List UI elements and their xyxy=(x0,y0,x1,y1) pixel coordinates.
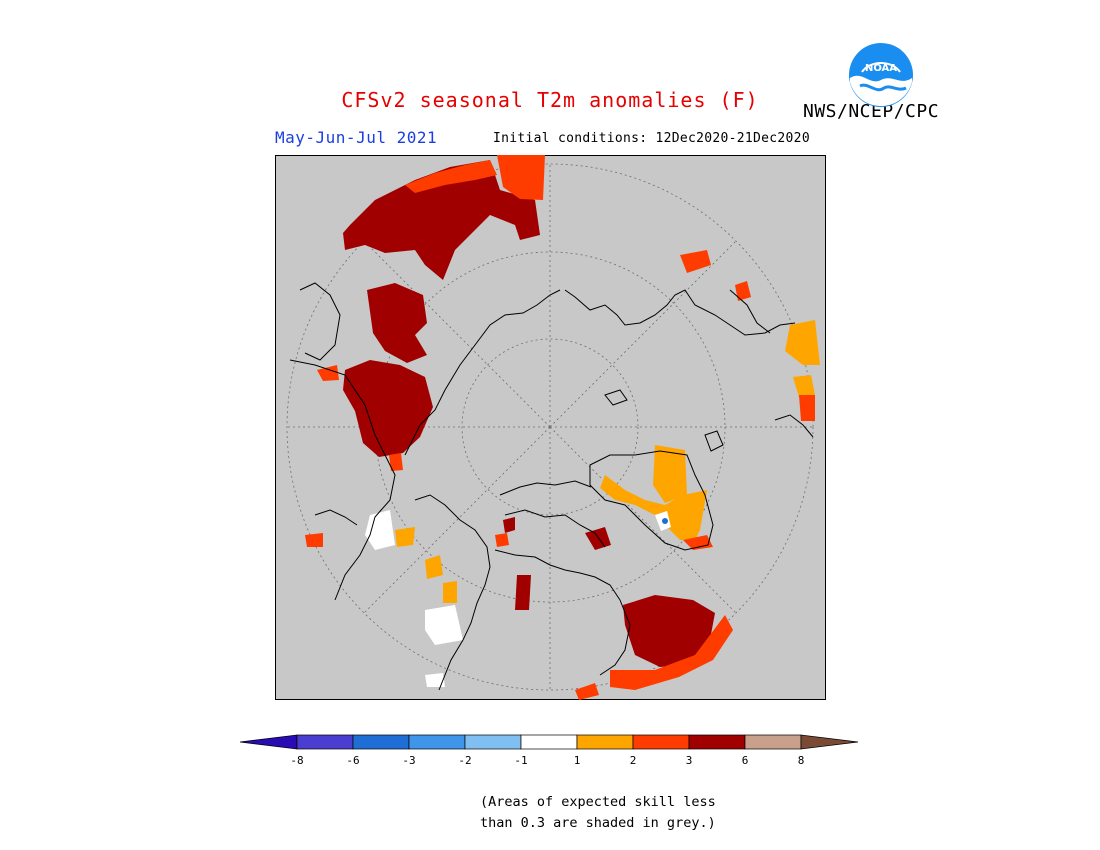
east-europe-red xyxy=(317,365,403,471)
initial-conditions-label: Initial conditions: 12Dec2020-21Dec2020 xyxy=(493,131,810,146)
colorbar-labels: -8 -6 -3 -2 -1 1 2 3 6 8 xyxy=(290,754,804,767)
colorbar-label-4: -1 xyxy=(514,754,527,767)
colorbar-bin-9 xyxy=(744,734,802,750)
noaa-logo: NOAA xyxy=(849,43,913,107)
colorbar-bin-5 xyxy=(520,734,578,750)
colorbar-label-6: 2 xyxy=(630,754,637,767)
western-us-white-2 xyxy=(425,605,463,645)
greenland-orange-upper xyxy=(653,445,687,503)
north-asia-red-edge xyxy=(405,160,497,193)
arctic-islands-dark-red xyxy=(503,517,611,610)
canada-red xyxy=(610,615,733,690)
coastlines xyxy=(289,282,814,691)
colorbar-segments xyxy=(240,734,859,750)
colorbar-bin-2 xyxy=(352,734,410,750)
logo-text: NOAA xyxy=(865,63,897,74)
northeast-asia-orange xyxy=(785,320,820,365)
colorbar-label-7: 3 xyxy=(686,754,693,767)
colorbar-bin-4 xyxy=(464,734,522,750)
colorbar-label-0: -8 xyxy=(290,754,303,767)
northeast-asia-red xyxy=(680,250,815,421)
organization-label: NWS/NCEP/CPC xyxy=(803,101,940,122)
colorbar-bin-8 xyxy=(688,734,746,750)
colorbar-bin-7 xyxy=(632,734,690,750)
note-line-1: (Areas of expected skill less xyxy=(480,794,716,810)
anomaly-shading xyxy=(305,155,820,700)
canada-red-small xyxy=(575,683,599,700)
colorbar-bin-6 xyxy=(576,734,634,750)
greenland-orange xyxy=(600,475,707,540)
season-label: May-Jun-Jul 2021 xyxy=(275,128,438,147)
chart-title: CFSv2 seasonal T2m anomalies (F) xyxy=(341,88,759,112)
western-us-white-3 xyxy=(425,673,445,687)
western-us-white xyxy=(365,510,395,550)
greenland-blue-spot xyxy=(662,518,668,524)
skill-note: (Areas of expected skill less than 0.3 a… xyxy=(480,792,716,834)
alaska-orange xyxy=(395,527,457,603)
north-asia-dark-red xyxy=(343,160,540,280)
central-asia-dark-red xyxy=(367,283,427,363)
colorbar-label-8: 6 xyxy=(742,754,749,767)
colorbar-label-1: -6 xyxy=(346,754,359,767)
colorbar-bin-10 xyxy=(800,734,859,750)
polar-map xyxy=(275,155,826,700)
colorbar-bin-1 xyxy=(296,734,354,750)
north-asia-orange-red xyxy=(497,155,545,200)
colorbar-label-2: -3 xyxy=(402,754,415,767)
colorbar-bin-3 xyxy=(408,734,466,750)
colorbar-label-3: -2 xyxy=(458,754,471,767)
northeast-asia-orange-2 xyxy=(793,375,815,397)
note-line-2: than 0.3 are shaded in grey.) xyxy=(480,815,716,831)
colorbar-label-5: 1 xyxy=(574,754,581,767)
east-europe-dark-red xyxy=(343,360,433,457)
colorbar-label-9: 8 xyxy=(798,754,805,767)
colorbar-legend: -8 -6 -3 -2 -1 1 2 3 6 8 xyxy=(240,734,859,767)
greenland-red-edge xyxy=(683,535,713,550)
canada-dark-red xyxy=(623,595,715,667)
colorbar-bin-0 xyxy=(240,734,298,750)
